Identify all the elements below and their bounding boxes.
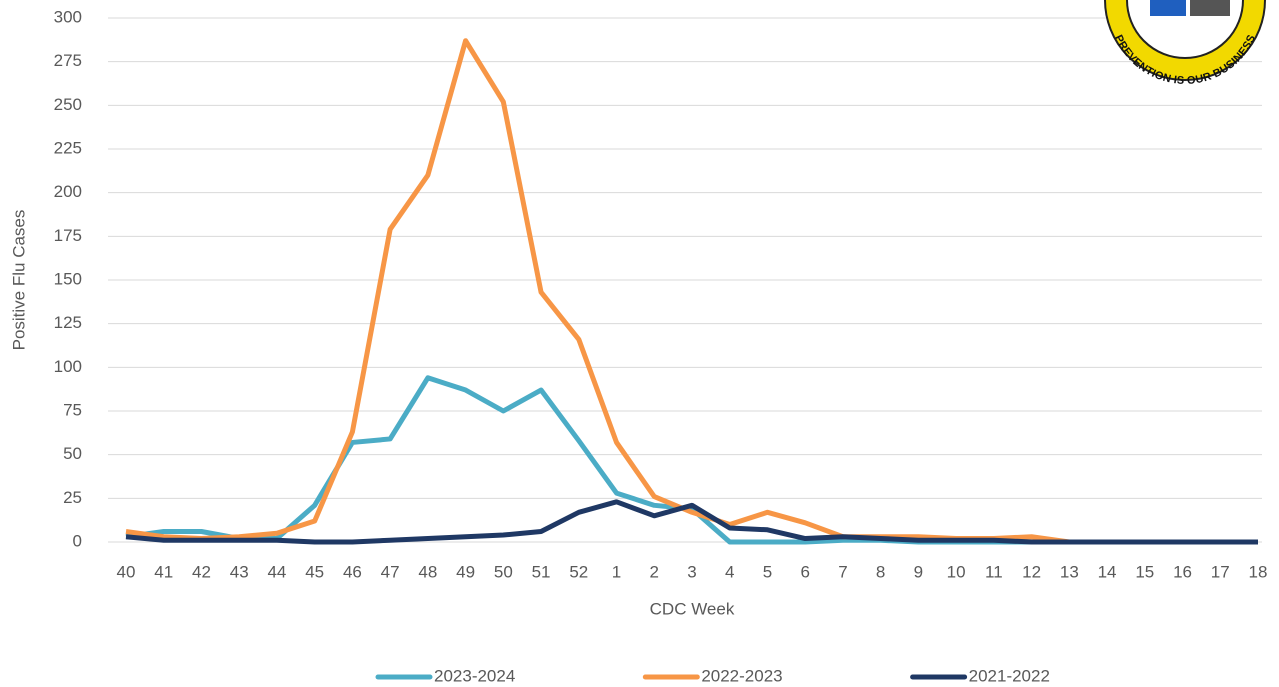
x-tick-label: 15 [1135,562,1154,581]
y-tick-label: 250 [54,95,82,114]
y-tick-label: 125 [54,313,82,332]
logo-badge2 [1190,0,1230,16]
series-line [125,375,1258,545]
y-tick-label: 150 [54,269,82,288]
y-tick-label: 100 [54,357,82,376]
x-tick-label: 3 [687,562,696,581]
x-tick-label: 7 [838,562,847,581]
x-tick-label: 12 [1022,562,1041,581]
x-tick-label: 18 [1249,562,1268,581]
x-tick-label: 47 [381,562,400,581]
x-tick-label: 17 [1211,562,1230,581]
y-tick-label: 0 [73,531,82,550]
y-tick-label: 50 [63,444,82,463]
x-tick-label: 6 [800,562,809,581]
x-tick-label: 14 [1098,562,1117,581]
logo: PREVENTION IS OUR BUSINESS [1104,0,1266,87]
x-tick-label: 42 [192,562,211,581]
x-tick-label: 43 [230,562,249,581]
x-tick-label: 48 [418,562,437,581]
x-axis-label: CDC Week [650,599,735,618]
x-tick-label: 13 [1060,562,1079,581]
x-tick-label: 40 [117,562,136,581]
logo-badge [1150,0,1186,16]
y-tick-label: 75 [63,400,82,419]
x-tick-label: 2 [650,562,659,581]
legend-label: 2023-2024 [434,666,515,685]
x-tick-label: 50 [494,562,513,581]
y-axis-label: Positive Flu Cases [9,210,28,351]
legend-label: 2021-2022 [969,666,1050,685]
x-tick-label: 11 [985,562,1003,581]
x-tick-label: 9 [914,562,923,581]
y-tick-label: 175 [54,226,82,245]
x-tick-label: 45 [305,562,324,581]
y-tick-label: 300 [54,7,82,26]
y-tick-label: 275 [54,51,82,70]
x-tick-label: 41 [154,562,173,581]
x-tick-label: 4 [725,562,734,581]
series-line [125,38,1258,545]
x-tick-label: 1 [612,562,621,581]
x-tick-label: 44 [267,562,286,581]
y-tick-label: 25 [63,488,82,507]
x-tick-label: 16 [1173,562,1192,581]
x-tick-label: 10 [947,562,966,581]
series-line [125,499,1258,545]
x-tick-label: 8 [876,562,885,581]
x-tick-label: 51 [532,562,551,581]
x-tick-label: 5 [763,562,772,581]
y-tick-label: 225 [54,138,82,157]
x-tick-label: 46 [343,562,362,581]
x-tick-label: 49 [456,562,475,581]
legend-label: 2022-2023 [701,666,782,685]
y-tick-label: 200 [54,182,82,201]
x-tick-label: 52 [569,562,588,581]
